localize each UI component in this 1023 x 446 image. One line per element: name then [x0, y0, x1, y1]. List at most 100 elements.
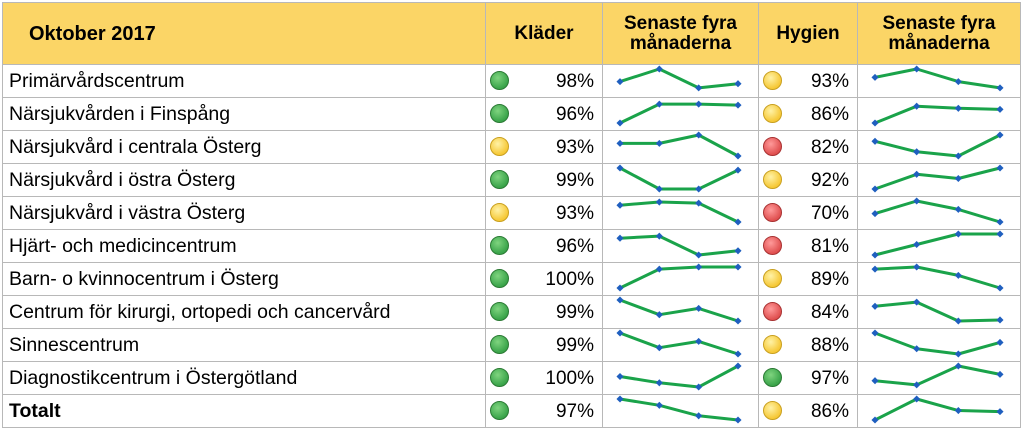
- klader-trend-cell: [602, 163, 759, 197]
- hygien-cell: 81%: [758, 229, 858, 263]
- hygien-trend-sparkline: [871, 298, 1004, 325]
- sparkline-series: [874, 364, 1001, 387]
- table-row: Närsjukvård i östra Österg 99% 92%: [2, 163, 1021, 197]
- sparkline-series: [619, 102, 739, 125]
- hygien-trend-cell: [857, 97, 1021, 131]
- sparkline-series: [619, 265, 738, 290]
- table-row: Sinnescentrum 99% 88%: [2, 328, 1021, 362]
- sparkline-point-0: [616, 201, 624, 209]
- unit-name: Primärvårdscentrum: [2, 64, 486, 98]
- klader-trend-sparkline: [616, 100, 742, 127]
- sparkline-point-0: [871, 416, 879, 424]
- sparkline-point-2: [695, 263, 703, 271]
- sparkline-point-1: [655, 401, 663, 409]
- sparkline-point-0: [871, 210, 879, 218]
- yellow-status-icon: [763, 104, 782, 123]
- klader-trend-sparkline: [616, 65, 742, 92]
- sparkline-point-3: [996, 131, 1004, 139]
- sparkline-point-2: [954, 78, 962, 86]
- klader-trend-sparkline: [616, 329, 742, 358]
- klader-cell: 93%: [485, 196, 603, 230]
- klader-trend-sparkline: [616, 131, 742, 160]
- hygien-trend-cell: [857, 163, 1021, 197]
- hygien-cell: 97%: [758, 361, 858, 395]
- sparkline-point-0: [616, 284, 624, 292]
- sparkline-point-0: [871, 73, 879, 81]
- table-row: Barn- o kvinnocentrum i Österg 100% 89%: [2, 262, 1021, 296]
- sparkline-series: [619, 67, 739, 90]
- yellow-status-icon: [490, 203, 509, 222]
- klader-trend-cell: [602, 295, 759, 329]
- hygien-cell: 92%: [758, 163, 858, 197]
- sparkline-point-3: [996, 284, 1004, 292]
- sparkline-point-1: [913, 197, 921, 205]
- klader-trend-cell: [602, 196, 759, 230]
- sparkline-series: [619, 397, 739, 422]
- klader-trend-sparkline: [616, 395, 742, 424]
- klader-value: 99%: [555, 335, 594, 356]
- sparkline-point-2: [954, 205, 962, 213]
- sparkline-series: [619, 331, 739, 356]
- table-row: Närsjukvård i centrala Österg 93% 82%: [2, 130, 1021, 164]
- green-status-icon: [490, 269, 509, 288]
- hygien-cell: 82%: [758, 130, 858, 164]
- sparkline-point-3: [996, 105, 1004, 113]
- hygien-trend-header-line2: månaderna: [888, 32, 990, 54]
- sparkline-series: [619, 166, 739, 191]
- yellow-status-icon: [763, 71, 782, 90]
- sparkline-series: [874, 166, 1001, 191]
- klader-trend-sparkline: [616, 198, 742, 226]
- sparkline-point-1: [913, 240, 921, 249]
- hygien-value: 86%: [810, 104, 849, 125]
- sparkline-point-0: [871, 185, 879, 193]
- unit-name: Närsjukvård i västra Österg: [2, 196, 486, 230]
- klader-cell: 100%: [485, 262, 603, 296]
- sparkline-point-1: [655, 139, 663, 147]
- hygien-trend-cell: [857, 229, 1021, 263]
- sparkline-series: [619, 298, 739, 323]
- red-status-icon: [763, 203, 782, 222]
- hygien-trend-cell: [857, 64, 1021, 98]
- klader-trend-sparkline: [616, 263, 742, 292]
- unit-name: Närsjukvården i Finspång: [2, 97, 486, 131]
- yellow-status-icon: [490, 137, 509, 156]
- sparkline-point-1: [913, 263, 921, 271]
- green-status-icon: [490, 71, 509, 90]
- total-row: Totalt 97% 86%: [2, 394, 1021, 428]
- table-row: Närsjukvård i västra Österg 93% 70%: [2, 196, 1021, 230]
- hygien-trend-sparkline: [871, 102, 1004, 127]
- klader-trend-cell: [602, 262, 759, 296]
- sparkline-point-0: [616, 139, 624, 147]
- sparkline-series: [874, 300, 1001, 323]
- sparkline-point-2: [695, 412, 703, 420]
- hygien-trend-cell: [857, 361, 1021, 395]
- sparkline-point-2: [954, 230, 962, 238]
- green-status-icon: [490, 302, 509, 321]
- klader-trend-header-line2: månaderna: [629, 32, 732, 54]
- hygien-trend-sparkline: [871, 131, 1004, 160]
- unit-name: Barn- o kvinnocentrum i Österg: [2, 262, 486, 296]
- sparkline-series: [874, 67, 1001, 90]
- hygien-trend-cell: [857, 262, 1021, 296]
- table-body: Primärvårdscentrum 98% 93% Närsjukvården i …: [2, 64, 1021, 428]
- sparkline-point-3: [734, 80, 742, 88]
- hygien-trend-sparkline: [871, 362, 1004, 389]
- klader-trend-cell: [602, 229, 759, 263]
- klader-value: 93%: [555, 203, 594, 224]
- klader-trend-sparkline: [616, 232, 742, 259]
- klader-value: 96%: [555, 104, 594, 125]
- sparkline-point-3: [996, 408, 1004, 416]
- sparkline-series: [874, 133, 1001, 158]
- sparkline-point-3: [996, 164, 1004, 172]
- unit-name: Hjärt- och medicincentrum: [2, 229, 486, 263]
- hygien-trend-header: Senaste fyra månaderna: [857, 2, 1021, 65]
- red-status-icon: [763, 236, 782, 255]
- hygien-cell: 70%: [758, 196, 858, 230]
- sparkline-series: [874, 331, 1001, 356]
- sparkline-series: [874, 232, 1000, 257]
- klader-cell: 96%: [485, 229, 603, 263]
- hygien-trend-sparkline: [871, 230, 1004, 259]
- sparkline-point-2: [954, 350, 962, 358]
- unit-name: Totalt: [2, 394, 486, 428]
- klader-value: 97%: [555, 401, 594, 422]
